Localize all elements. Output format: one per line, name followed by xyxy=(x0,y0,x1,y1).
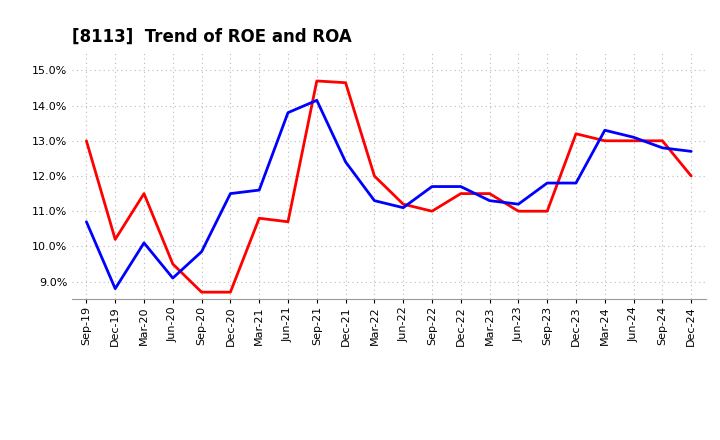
ROA xyxy=(140,240,148,246)
ROA xyxy=(312,98,321,103)
ROA xyxy=(456,184,465,189)
ROE xyxy=(456,191,465,196)
ROE xyxy=(168,261,177,267)
ROA xyxy=(572,180,580,186)
ROE xyxy=(658,138,667,143)
ROE xyxy=(255,216,264,221)
ROA xyxy=(370,198,379,203)
ROE xyxy=(284,219,292,224)
ROA xyxy=(168,275,177,281)
ROA xyxy=(226,191,235,196)
ROA xyxy=(82,219,91,224)
ROE xyxy=(543,209,552,214)
Text: [8113]  Trend of ROE and ROA: [8113] Trend of ROE and ROA xyxy=(72,28,352,46)
ROA xyxy=(197,249,206,254)
ROA xyxy=(543,180,552,186)
ROA xyxy=(428,184,436,189)
ROA xyxy=(284,110,292,115)
Line: ROE: ROE xyxy=(86,81,691,292)
ROE xyxy=(600,138,609,143)
ROE xyxy=(341,80,350,85)
ROE xyxy=(140,191,148,196)
ROE xyxy=(312,78,321,84)
ROE xyxy=(629,138,638,143)
Line: ROA: ROA xyxy=(86,100,691,289)
ROA xyxy=(485,198,494,203)
ROE xyxy=(399,202,408,207)
ROE xyxy=(370,173,379,179)
ROA xyxy=(399,205,408,210)
ROA xyxy=(341,159,350,165)
ROE xyxy=(485,191,494,196)
ROE xyxy=(514,209,523,214)
ROA xyxy=(600,128,609,133)
ROE xyxy=(82,138,91,143)
ROE xyxy=(197,290,206,295)
ROE xyxy=(111,237,120,242)
ROE xyxy=(687,173,696,179)
ROA xyxy=(658,145,667,150)
ROA xyxy=(629,135,638,140)
ROE xyxy=(572,131,580,136)
ROA xyxy=(687,149,696,154)
ROA xyxy=(255,187,264,193)
ROE xyxy=(428,209,436,214)
ROE xyxy=(226,290,235,295)
ROA xyxy=(514,202,523,207)
ROA xyxy=(111,286,120,291)
